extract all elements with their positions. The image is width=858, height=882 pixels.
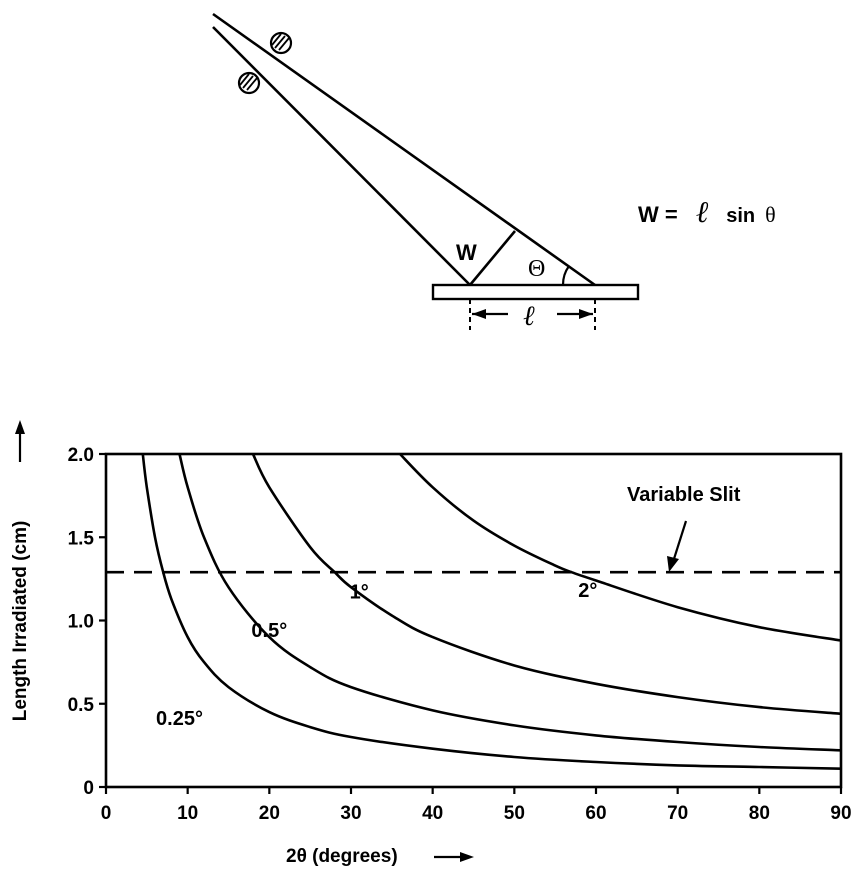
curves <box>141 453 842 770</box>
x-tick-label: 80 <box>749 803 770 824</box>
curve-labels: 0.25° 0.5° 1° 2° <box>156 580 597 730</box>
sample-holder <box>431 283 640 301</box>
formula-l: ℓ <box>696 196 709 229</box>
curve-label: 1° <box>350 582 369 604</box>
variable-slit-pointer <box>671 520 688 563</box>
theta-label: Θ <box>528 256 545 282</box>
variable-slit-arrowhead <box>667 556 679 572</box>
x-tick-label: 50 <box>504 803 525 824</box>
formula-lhs: W = <box>638 202 678 227</box>
upper-beam-line <box>212 12 596 287</box>
formula-sin: sin <box>726 205 755 227</box>
angle-arc <box>561 265 570 286</box>
formula: W = ℓ sin θ <box>638 196 776 229</box>
lower-beam-line <box>212 26 471 286</box>
x-tick-label: 30 <box>340 803 361 824</box>
curve-0 <box>141 453 842 770</box>
y-tick-label: 0 <box>83 778 94 799</box>
x-tick-label: 90 <box>830 803 851 824</box>
x-tick-label: 0 <box>101 803 112 824</box>
y-tick-label: 1.5 <box>68 528 95 549</box>
w-label: W <box>456 240 477 265</box>
x-tick-label: 10 <box>177 803 198 824</box>
y-axis-title: Length Irradiated (cm) <box>10 521 31 722</box>
variable-slit-label: Variable Slit <box>627 484 741 506</box>
y-tick-label: 2.0 <box>68 445 94 466</box>
geometry-diagram: W Θ ℓ W = ℓ sin θ <box>212 12 776 332</box>
x-ticks: 0 10 20 30 40 50 60 70 80 90 <box>101 787 852 824</box>
y-tick-label: 0.5 <box>68 695 95 716</box>
formula-theta: θ <box>765 202 776 227</box>
x-axis-title: 2θ (degrees) <box>286 846 398 867</box>
width-line-w <box>469 230 516 286</box>
x-tick-label: 40 <box>422 803 443 824</box>
x-tick-label: 60 <box>585 803 606 824</box>
slit-top-icon <box>269 31 293 55</box>
x-tick-label: 20 <box>259 803 280 824</box>
curve-label: 0.25° <box>156 708 203 730</box>
irradiated-length-chart: 0 10 20 30 40 50 60 70 80 90 00.51.01.52.0 0.25°0… <box>10 420 852 867</box>
curve-2 <box>251 453 842 715</box>
curve-label: 0.5° <box>251 620 287 642</box>
y-ticks: 0 0.5 1.0 1.5 2.0 <box>68 445 106 799</box>
x-tick-label: 70 <box>667 803 688 824</box>
curve-label: 2° <box>578 580 597 602</box>
curve-1 <box>178 453 842 752</box>
slit-bottom-icon <box>237 71 261 95</box>
curve-3 <box>399 453 842 642</box>
y-tick-label: 1.0 <box>68 612 94 633</box>
l-label: ℓ <box>523 301 535 332</box>
